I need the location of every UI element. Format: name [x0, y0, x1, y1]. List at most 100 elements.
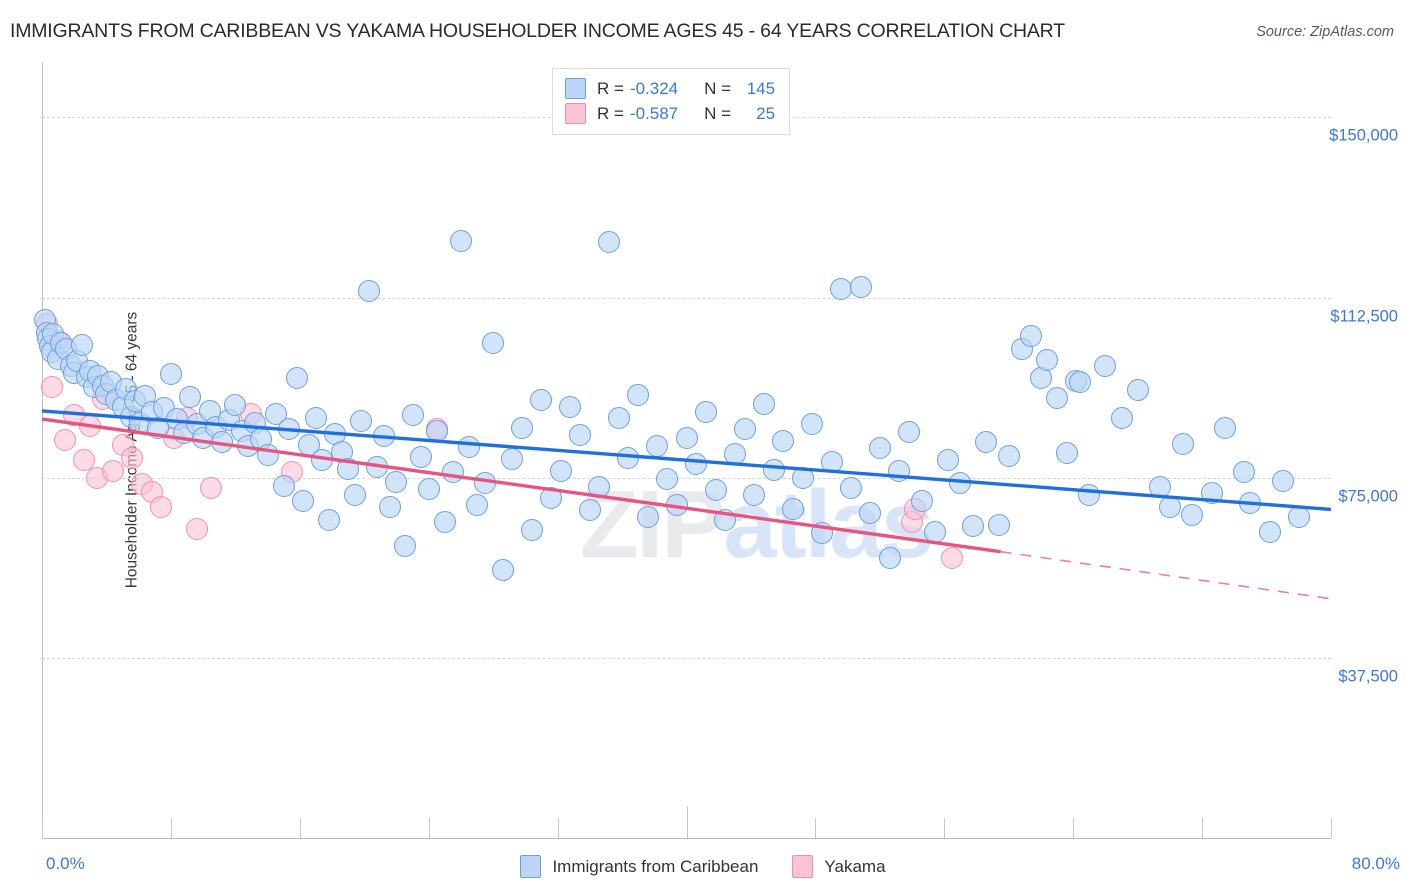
- scatter-point: [185, 518, 208, 541]
- scatter-point: [849, 276, 872, 298]
- legend-item-yakama[interactable]: Yakama: [792, 855, 886, 878]
- trendline-layer: [41, 409, 1332, 600]
- r-label-blue: R =: [597, 78, 624, 98]
- scatter-point: [762, 459, 785, 482]
- scatter-point: [868, 437, 891, 460]
- scatter-point: [433, 510, 456, 533]
- stats-row: R = -0.587 N = 25: [565, 101, 775, 126]
- scatter-point: [393, 535, 416, 558]
- legend-item-immigrants-from-caribbean[interactable]: Immigrants from Caribbean: [520, 855, 758, 878]
- x-axis-tick-mark: [557, 818, 559, 838]
- scatter-point: [1094, 354, 1117, 377]
- scatter-point: [988, 513, 1011, 536]
- scatter-point: [520, 519, 543, 542]
- scatter-point: [71, 334, 94, 357]
- gridline: [42, 297, 1331, 299]
- scatter-point: [224, 393, 247, 416]
- scatter-point: [511, 417, 534, 440]
- correlation-stats-legend: R = -0.324 N = 145 R = -0.587 N = 25: [552, 68, 791, 135]
- scatter-point: [897, 421, 920, 444]
- scatter-point: [1068, 371, 1091, 394]
- scatter-point: [1232, 460, 1255, 483]
- y-axis-line: [42, 62, 43, 838]
- x-axis-tick-mark: [1073, 818, 1075, 838]
- scatter-point: [121, 446, 144, 469]
- scatter-point: [449, 229, 472, 252]
- scatter-point: [636, 505, 659, 528]
- n-label-blue: N =: [704, 78, 732, 98]
- x-axis-max-label: 80.0%: [1351, 854, 1400, 873]
- scatter-point: [1271, 469, 1294, 492]
- scatter-point: [781, 497, 804, 520]
- x-axis-tick-mark: [815, 818, 817, 838]
- scatter-point: [1181, 503, 1204, 526]
- scatter-point: [343, 483, 366, 506]
- scatter-point: [772, 429, 795, 452]
- scatter-point: [1200, 481, 1223, 504]
- legend-swatch-blue: [520, 855, 542, 878]
- scatter-point: [53, 428, 76, 451]
- scatter-point: [704, 479, 727, 502]
- scatter-point: [540, 486, 563, 509]
- scatter-point: [549, 459, 572, 482]
- trendline-extension: [1000, 550, 1332, 600]
- scatter-point: [752, 392, 775, 415]
- scatter-point: [997, 444, 1020, 467]
- scatter-point: [1046, 386, 1069, 409]
- scatter-point: [569, 423, 592, 446]
- scatter-point: [304, 406, 327, 429]
- n-value-blue: 145: [746, 78, 776, 98]
- scatter-point: [272, 475, 295, 498]
- gridline: [42, 477, 1331, 479]
- series-color-swatch-pink: [565, 103, 586, 124]
- x-axis-tick-mark: [1331, 818, 1332, 838]
- scatter-point: [40, 376, 63, 399]
- y-axis-tick-label: $75,000: [1338, 487, 1398, 506]
- scatter-point: [1171, 432, 1194, 455]
- scatter-point: [200, 477, 223, 500]
- r-value-pink: -0.587: [629, 103, 679, 123]
- scatter-point: [264, 402, 287, 425]
- scatter-point: [530, 388, 553, 411]
- legend-label-immigrants-from-caribbean: Immigrants from Caribbean: [552, 856, 759, 876]
- scatter-point: [159, 362, 182, 385]
- series-legend: Immigrants from Caribbean Yakama: [0, 855, 1406, 878]
- n-label-pink: N =: [704, 103, 732, 123]
- scatter-point: [1055, 441, 1078, 464]
- x-axis-tick-mark: [42, 818, 43, 838]
- scatter-point: [1110, 406, 1133, 429]
- scatter-point: [656, 468, 679, 491]
- scatter-point: [578, 499, 601, 522]
- y-axis-tick-labels: $150,000 $112,500 $75,000 $37,500: [1329, 62, 1406, 838]
- x-axis-tick-mark: [428, 818, 430, 838]
- x-axis-tick-mark: [1202, 818, 1204, 838]
- scatter-point: [598, 230, 621, 253]
- scatter-point: [358, 279, 381, 302]
- y-axis-tick-label: $112,500: [1330, 307, 1398, 326]
- scatter-point: [401, 403, 424, 426]
- n-value-pink: 25: [756, 103, 776, 123]
- scatter-point: [801, 412, 824, 435]
- scatter-point: [1213, 417, 1236, 440]
- scatter-point: [962, 515, 985, 538]
- scatter-point: [627, 383, 650, 406]
- scatter-point: [317, 508, 340, 531]
- stats-row: R = -0.324 N = 145: [565, 76, 775, 101]
- x-axis-min-label: 0.0%: [46, 854, 85, 873]
- trendline: [41, 417, 1001, 554]
- scatter-point: [417, 478, 440, 501]
- scatter-point: [409, 445, 432, 468]
- source-attribution: Source: ZipAtlas.com: [1256, 24, 1394, 40]
- scatter-point: [694, 401, 717, 424]
- scatter-point: [941, 547, 964, 570]
- scatter-point: [491, 559, 514, 582]
- scatter-point: [101, 459, 124, 482]
- scatter-point: [936, 448, 959, 471]
- x-axis-line: [42, 838, 1331, 839]
- legend-label-yakama: Yakama: [824, 856, 886, 876]
- y-axis-tick-label: $37,500: [1338, 667, 1398, 686]
- scatter-point: [350, 409, 373, 432]
- r-value-blue: -0.324: [629, 78, 679, 98]
- plot-area: ZIPatlas: [34, 62, 1332, 838]
